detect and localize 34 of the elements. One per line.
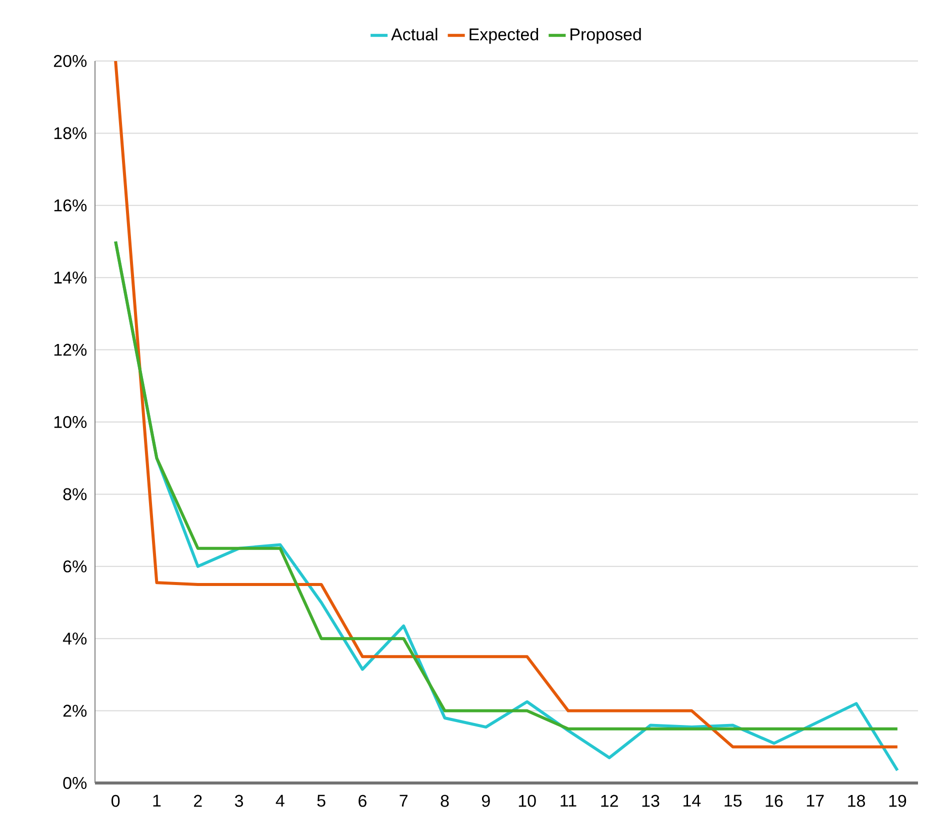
x-tick-label: 10 [518, 794, 536, 807]
x-tick-label: 15 [724, 794, 742, 807]
y-tick-label: 14% [54, 272, 87, 284]
y-tick-label: 0% [63, 776, 87, 790]
x-tick-label: 1 [153, 794, 161, 807]
x-tick-label: 11 [560, 794, 576, 807]
y-tick-label: 16% [54, 199, 87, 212]
y-tick-label: 2% [63, 704, 87, 717]
x-tick-label: 4 [276, 794, 284, 807]
y-tick-label: 8% [63, 488, 87, 500]
y-tick-label: 10% [54, 416, 87, 428]
x-tick-label: 6 [358, 794, 366, 807]
x-tick-label: 16 [766, 794, 783, 807]
x-tick-label: 3 [234, 794, 243, 807]
x-tick-label: 2 [194, 794, 202, 807]
y-tick-label: 4% [62, 632, 87, 645]
x-tick-label: 9 [482, 794, 490, 807]
x-tick-label: 19 [889, 794, 906, 807]
x-tick-label: 18 [848, 794, 865, 807]
y-tick-label: 18% [54, 127, 87, 140]
legend-label: Actual [391, 28, 438, 40]
x-tick-label: 17 [806, 794, 824, 807]
x-tick-label: 5 [317, 794, 326, 807]
y-tick-label: 6% [63, 560, 87, 572]
y-tick-label: 12% [54, 344, 87, 356]
x-tick-label: 7 [400, 794, 408, 807]
x-tick-label: 13 [642, 794, 660, 807]
y-tick-label: 20% [54, 54, 87, 68]
legend-label: Expected [470, 28, 538, 44]
legend-label: Proposed [570, 28, 641, 44]
x-tick-label: 12 [601, 794, 618, 807]
x-tick-label: 8 [440, 794, 449, 807]
x-tick-label: 14 [684, 794, 701, 807]
x-tick-label: 0 [112, 794, 120, 807]
